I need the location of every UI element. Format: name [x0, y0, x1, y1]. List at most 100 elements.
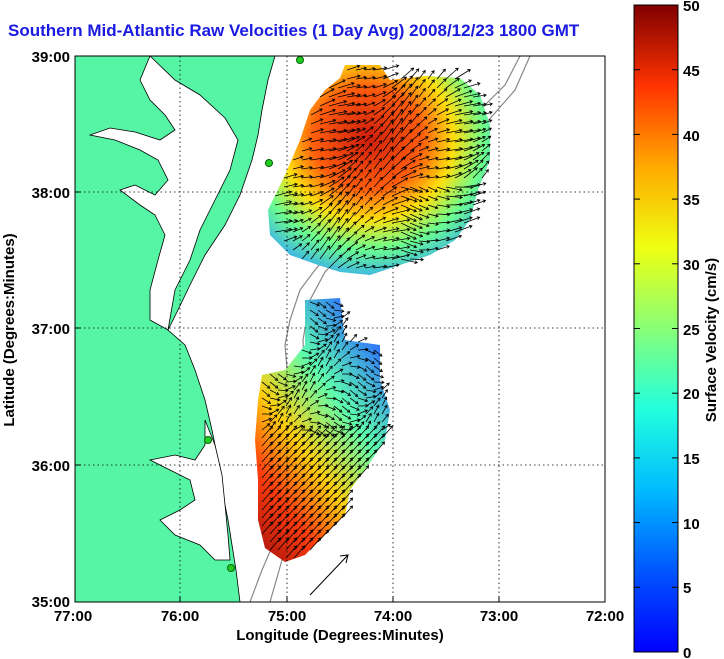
velocity-arrow — [427, 174, 439, 179]
velocity-arrow — [400, 119, 412, 134]
velocity-arrow — [427, 88, 436, 98]
velocity-arrow — [472, 143, 486, 152]
velocity-arrow — [373, 206, 386, 215]
cb-tick-label: 35 — [683, 192, 700, 209]
velocity-arrow — [400, 67, 415, 80]
velocity-arrow — [285, 373, 297, 378]
velocity-arrow — [418, 87, 426, 98]
velocity-arrow — [454, 169, 472, 179]
velocity-arrow — [436, 128, 451, 134]
cb-tick-label: 40 — [683, 128, 700, 145]
velocity-arrow — [391, 236, 411, 242]
velocity-arrow — [409, 186, 424, 193]
velocity-arrow — [436, 236, 451, 242]
velocity-arrow — [319, 195, 334, 206]
velocity-arrow — [325, 356, 332, 367]
velocity-arrow — [472, 151, 485, 161]
velocity-arrow — [391, 76, 407, 89]
velocity-arrow — [400, 92, 412, 107]
velocity-arrow — [391, 166, 408, 179]
velocity-arrow — [309, 352, 320, 359]
velocity-arrow — [325, 421, 335, 429]
velocity-arrow — [481, 127, 493, 134]
velocity-arrow — [328, 100, 348, 107]
velocity-arrow — [346, 261, 360, 269]
velocity-arrow — [325, 317, 337, 322]
velocity-arrow — [337, 208, 349, 224]
velocity-arrow — [317, 343, 327, 351]
velocity-arrow — [454, 224, 473, 233]
velocity-arrow — [337, 183, 350, 197]
velocity-arrow — [481, 110, 493, 116]
velocity-arrow — [445, 171, 463, 179]
velocity-arrow — [301, 388, 308, 399]
velocity-arrow — [472, 159, 484, 170]
sound-water — [148, 419, 231, 561]
velocity-arrow — [472, 119, 487, 125]
velocity-arrow — [365, 400, 376, 407]
velocity-arrow — [382, 186, 398, 197]
velocity-arrow — [317, 338, 329, 343]
velocity-arrow — [463, 198, 481, 206]
velocity-arrow — [328, 225, 340, 242]
velocity-arrow — [310, 190, 324, 197]
velocity-arrow — [301, 147, 313, 152]
velocity-arrow — [409, 163, 424, 170]
velocity-arrow — [283, 235, 298, 242]
velocity-arrow — [418, 231, 431, 236]
cb-tick-label: 10 — [683, 516, 700, 533]
velocity-arrow — [418, 239, 431, 244]
velocity-arrow — [337, 257, 353, 269]
velocity-arrow — [454, 89, 473, 98]
velocity-arrow — [277, 420, 284, 431]
velocity-arrow — [463, 190, 481, 197]
velocity-arrow — [355, 169, 363, 179]
velocity-arrow — [481, 135, 492, 143]
velocity-arrow — [325, 301, 335, 309]
velocity-arrow — [436, 137, 451, 143]
northern-velocity-field — [268, 65, 490, 275]
velocity-arrow — [292, 235, 303, 242]
velocity-arrow — [481, 169, 489, 179]
lat-tick-label: 35:00 — [32, 594, 70, 611]
station-marker — [296, 56, 304, 64]
velocity-arrow — [357, 337, 368, 343]
velocity-arrow — [317, 421, 328, 428]
velocity-arrow — [400, 204, 418, 213]
velocity-arrow — [373, 385, 385, 391]
velocity-arrow — [355, 177, 363, 188]
velocity-arrow — [274, 200, 293, 206]
bay-water — [88, 56, 239, 331]
velocity-arrow — [445, 118, 463, 125]
velocity-arrow — [364, 160, 372, 170]
velocity-arrow — [346, 151, 359, 161]
velocity-arrow — [301, 349, 313, 355]
velocity-arrow — [418, 145, 430, 152]
velocity-arrow — [309, 389, 318, 399]
velocity-arrow — [333, 340, 340, 351]
velocity-arrow — [427, 108, 437, 116]
velocity-arrow — [355, 244, 367, 251]
velocity-arrow — [310, 137, 325, 143]
velocity-arrow — [310, 230, 321, 242]
lat-tick-label: 37:00 — [32, 321, 70, 338]
velocity-arrow — [436, 118, 450, 125]
velocity-arrow — [373, 404, 380, 415]
velocity-arrow — [463, 216, 481, 224]
velocity-arrow — [382, 87, 398, 98]
velocity-arrow — [381, 388, 388, 399]
velocity-arrow — [301, 380, 308, 391]
velocity-arrow — [309, 380, 316, 391]
velocity-arrow — [409, 153, 423, 161]
velocity-arrow — [325, 425, 338, 439]
velocity-arrow — [355, 152, 365, 161]
velocity-arrow — [427, 204, 439, 210]
velocity-arrow — [427, 137, 439, 143]
station-marker — [204, 436, 212, 444]
velocity-arrow — [373, 107, 386, 116]
velocity-arrow — [382, 263, 400, 269]
velocity-arrow — [355, 102, 368, 107]
velocity-arrow — [317, 349, 325, 359]
velocity-arrow — [427, 147, 439, 152]
velocity-arrow — [400, 100, 412, 116]
